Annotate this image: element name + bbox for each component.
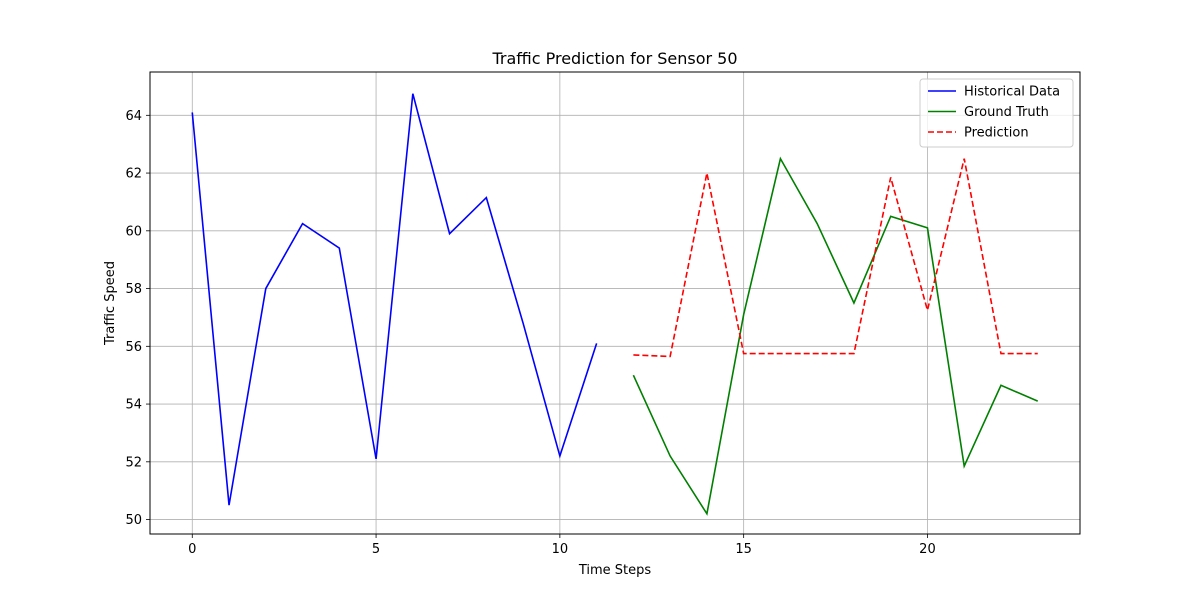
y-tick-label: 52 bbox=[125, 455, 142, 470]
axes: 0 5 10 15 20 50 52 54 56 58 60 62 64 bbox=[125, 109, 935, 557]
legend-label: Prediction bbox=[964, 126, 1029, 141]
series-line-prediction bbox=[633, 158, 1038, 358]
grid bbox=[150, 72, 1080, 534]
x-axis-label: Time Steps bbox=[578, 563, 652, 578]
x-tick-label: 10 bbox=[552, 542, 569, 557]
plot-frame bbox=[149, 71, 1081, 535]
legend: Historical Data Ground Truth Prediction bbox=[919, 78, 1074, 148]
y-tick-label: 62 bbox=[125, 167, 142, 182]
y-tick-label: 60 bbox=[125, 224, 142, 239]
x-tick-label: 15 bbox=[735, 542, 752, 557]
y-tick-label: 64 bbox=[125, 109, 142, 124]
y-tick-label: 54 bbox=[125, 398, 142, 413]
y-tick-label: 50 bbox=[125, 513, 142, 528]
x-tick-label: 20 bbox=[919, 542, 936, 557]
x-tick-label: 5 bbox=[372, 542, 380, 557]
legend-label: Ground Truth bbox=[964, 105, 1049, 120]
legend-box bbox=[919, 78, 1074, 148]
series-lines bbox=[191, 93, 1039, 516]
y-tick-label: 56 bbox=[125, 340, 142, 355]
x-tick-label: 0 bbox=[188, 542, 196, 557]
y-axis-label: Traffic Speed bbox=[103, 261, 118, 346]
series-line-ground-truth bbox=[632, 156, 1039, 516]
chart-title: Traffic Prediction for Sensor 50 bbox=[491, 49, 737, 68]
y-tick-label: 58 bbox=[125, 282, 142, 297]
legend-label: Historical Data bbox=[964, 85, 1060, 100]
series-line-historical-data bbox=[191, 93, 598, 506]
